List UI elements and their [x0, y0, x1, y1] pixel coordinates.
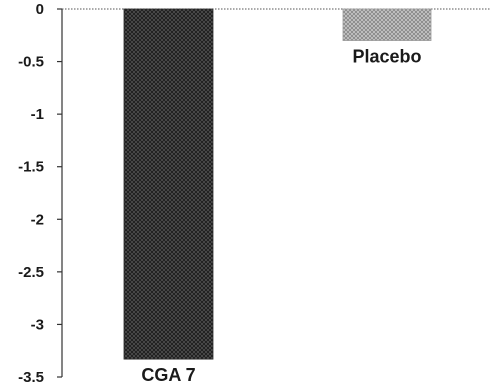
y-tick-label: -2.5: [18, 264, 44, 281]
y-tick-label: -3.5: [18, 369, 44, 386]
bar-cga-7: [123, 8, 214, 360]
category-label-placebo: Placebo: [352, 47, 421, 67]
y-tick-label: 0: [36, 1, 44, 18]
bar-placebo: [342, 8, 432, 41]
category-label-cga-7: CGA 7: [141, 365, 195, 385]
y-tick-label: -1: [31, 106, 44, 123]
y-tick-label: -2: [31, 211, 44, 228]
y-tick-label: -3: [31, 316, 44, 333]
y-tick-label: -1.5: [18, 159, 44, 176]
y-tick-label: -0.5: [18, 54, 44, 71]
